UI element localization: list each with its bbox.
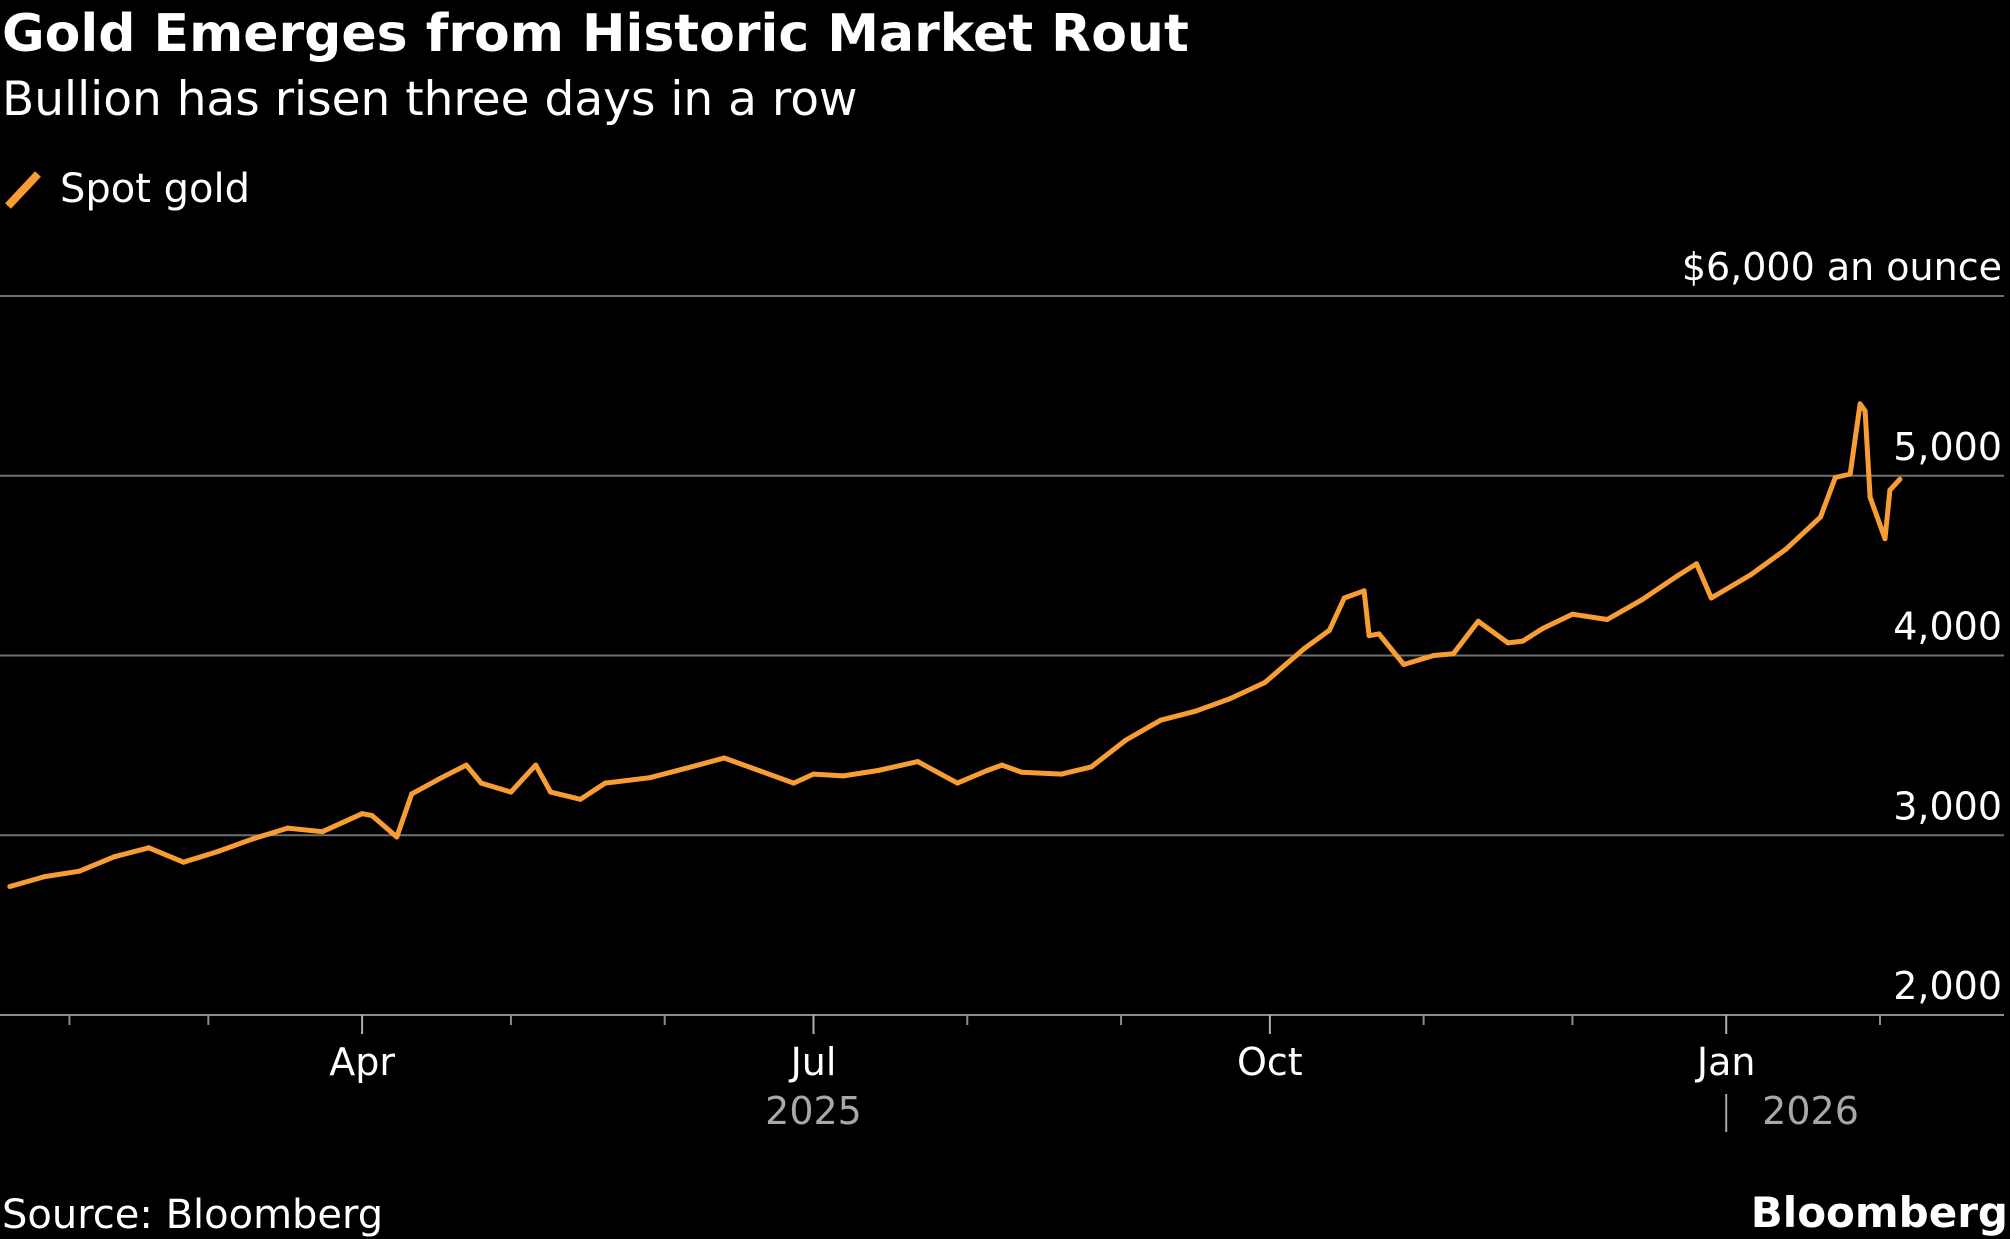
data-point [1475, 618, 1481, 624]
x-tick-label-apr: Apr [329, 1040, 395, 1084]
data-point [1262, 680, 1268, 685]
data-point [1520, 638, 1526, 644]
data-point [1569, 611, 1575, 617]
y-tick-label-3000: 3,000 [1893, 784, 2002, 828]
data-point [1748, 572, 1754, 578]
data-point [1341, 595, 1347, 601]
data-point [1540, 626, 1546, 631]
data-point [1326, 627, 1332, 633]
x-tick-label-jul: Jul [789, 1040, 837, 1084]
data-point [602, 780, 608, 786]
data-point [181, 859, 186, 865]
data-point [1450, 651, 1456, 657]
data-point [1361, 588, 1367, 594]
data-point [42, 874, 48, 880]
data-point [1862, 408, 1868, 414]
data-point [250, 836, 256, 842]
data-point [463, 762, 469, 768]
data-point [1059, 771, 1064, 777]
data-point [215, 848, 221, 854]
year-label-2026: 2026 [1762, 1089, 1859, 1133]
legend-label-spot-gold: Spot gold [60, 166, 251, 212]
gridlines [0, 295, 2004, 1016]
x-tick-label-jan: Jan [1695, 1040, 1756, 1084]
data-point [1708, 595, 1714, 601]
data-point [478, 780, 484, 786]
y-tick-label-2000: 2,000 [1893, 964, 2002, 1008]
chart-title: Gold Emerges from Historic Market Rout [2, 4, 1189, 64]
data-point [359, 811, 365, 817]
data-point [999, 762, 1005, 768]
data-point [721, 755, 727, 761]
chart-subtitle: Bullion has risen three days in a row [2, 72, 858, 127]
data-point [76, 868, 82, 874]
y-tick-label-4000: 4,000 [1893, 605, 2002, 649]
data-point [791, 780, 797, 786]
x-axis: Apr Jul Oct Jan 2025 2026 [68, 1015, 1881, 1133]
data-point [1639, 597, 1645, 603]
data-point [111, 854, 117, 860]
data-point [1193, 708, 1198, 714]
data-point [577, 796, 583, 802]
data-point [1832, 475, 1838, 480]
data-point [811, 771, 816, 777]
data-point [1227, 696, 1233, 702]
y-axis-labels: $6,000 an ounce 5,000 4,000 3,000 2,000 [1682, 245, 2002, 1008]
legend-swatch-spot-gold [5, 171, 41, 209]
data-point [647, 775, 653, 781]
data-point [1867, 494, 1873, 500]
data-point [1019, 769, 1025, 775]
data-point [1401, 662, 1407, 667]
data-point [1302, 645, 1308, 651]
data-point [1783, 546, 1789, 552]
data-point [840, 773, 846, 779]
data-point [7, 884, 13, 889]
data-point [548, 789, 554, 795]
data-point [954, 780, 960, 786]
data-point [1604, 617, 1610, 622]
legend: Spot gold [2, 164, 250, 214]
data-point [915, 759, 921, 765]
year-label-2025: 2025 [765, 1089, 862, 1133]
data-point [1088, 764, 1094, 770]
data-point [1882, 536, 1888, 542]
data-point [1892, 482, 1898, 488]
data-point [1123, 737, 1129, 743]
data-point [1674, 573, 1680, 579]
data-point [984, 768, 990, 773]
data-point [369, 813, 375, 818]
y-tick-label-6000: $6,000 an ounce [1682, 245, 2002, 289]
data-point [1431, 653, 1437, 658]
data-point [409, 791, 415, 797]
data-point [285, 825, 291, 831]
y-tick-label-5000: 5,000 [1893, 425, 2002, 469]
data-point [1366, 633, 1372, 639]
data-point [1818, 514, 1823, 520]
bloomberg-logo: Bloomberg [1750, 1188, 2008, 1237]
data-point [1694, 561, 1699, 567]
data-point [394, 834, 400, 840]
data-point [319, 829, 325, 835]
data-point [875, 768, 881, 773]
data-point [146, 845, 152, 851]
x-tick-label-oct: Oct [1237, 1040, 1303, 1084]
data-point [1847, 471, 1853, 477]
data-point [1376, 631, 1382, 637]
source-note: Source: Bloomberg [2, 1192, 384, 1238]
data-point [1857, 401, 1863, 407]
data-point [1897, 476, 1903, 482]
data-point [1505, 640, 1511, 646]
data-point [756, 768, 762, 773]
data-point [533, 762, 539, 768]
data-point [508, 789, 514, 795]
data-point [682, 766, 687, 772]
series-layer [7, 401, 1903, 889]
data-point [439, 775, 444, 781]
data-point [1887, 487, 1893, 493]
data-point [1158, 717, 1164, 723]
